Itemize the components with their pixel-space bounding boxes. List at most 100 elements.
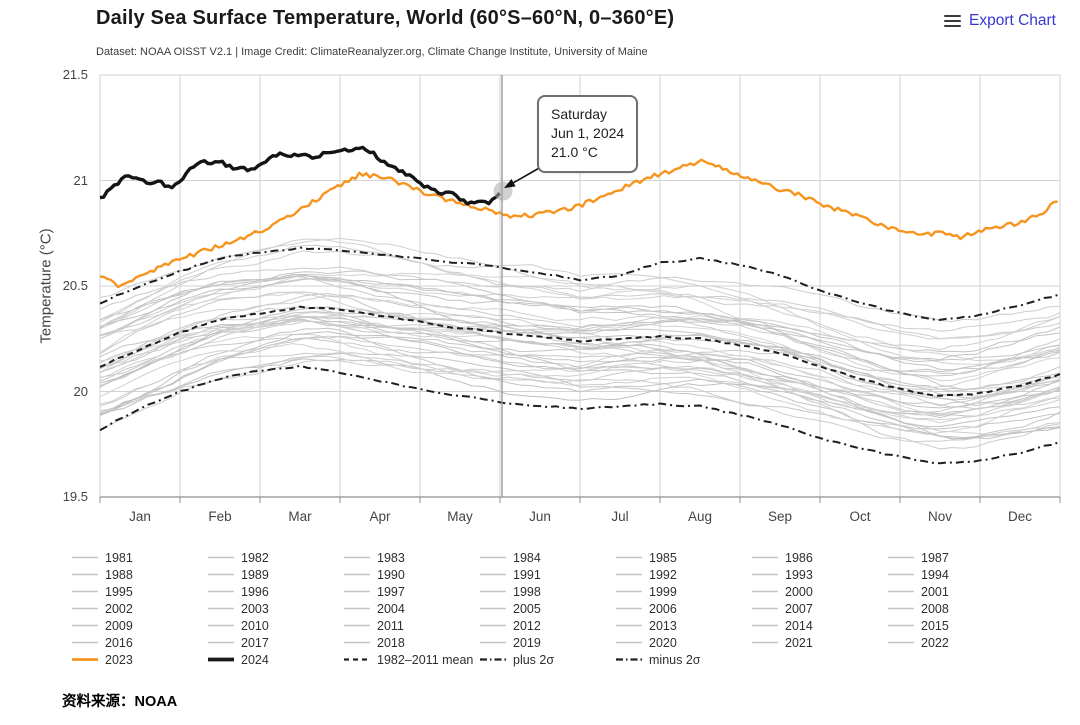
legend-item-1988[interactable]: 1988 bbox=[72, 568, 208, 582]
page-subtitle: Dataset: NOAA OISST V2.1 | Image Credit:… bbox=[96, 46, 648, 58]
legend-item-2004[interactable]: 2004 bbox=[344, 602, 480, 616]
legend-item-label: 2005 bbox=[513, 601, 541, 616]
plot-area[interactable] bbox=[0, 0, 1080, 545]
legend-swatch bbox=[208, 641, 234, 644]
year-line-1988 bbox=[99, 343, 1061, 424]
legend-swatch bbox=[480, 590, 506, 593]
legend-item-2019[interactable]: 2019 bbox=[480, 636, 616, 650]
y-tick-label-21.5: 21.5 bbox=[62, 67, 88, 82]
legend-swatch bbox=[72, 590, 98, 593]
legend-item-2020[interactable]: 2020 bbox=[616, 636, 752, 650]
legend-item-1987[interactable]: 1987 bbox=[888, 551, 1024, 565]
legend-item-1992[interactable]: 1992 bbox=[616, 568, 752, 582]
legend-item-1997[interactable]: 1997 bbox=[344, 585, 480, 599]
legend-item-plus-2σ[interactable]: plus 2σ bbox=[480, 653, 616, 667]
legend-item-2001[interactable]: 2001 bbox=[888, 585, 1024, 599]
legend-item-2000[interactable]: 2000 bbox=[752, 585, 888, 599]
legend-item-2008[interactable]: 2008 bbox=[888, 602, 1024, 616]
legend-swatch bbox=[480, 624, 506, 627]
legend-item-1989[interactable]: 1989 bbox=[208, 568, 344, 582]
legend-item-label: 1982 bbox=[241, 550, 269, 565]
legend-item-2013[interactable]: 2013 bbox=[616, 619, 752, 633]
legend-item-2009[interactable]: 2009 bbox=[72, 619, 208, 633]
legend-item-label: 1995 bbox=[105, 584, 133, 599]
legend-item-label: 2016 bbox=[105, 635, 133, 650]
legend-item-2015[interactable]: 2015 bbox=[888, 619, 1024, 633]
legend-item-1998[interactable]: 1998 bbox=[480, 585, 616, 599]
legend-swatch bbox=[888, 624, 914, 627]
legend-item-1981[interactable]: 1981 bbox=[72, 551, 208, 565]
legend-item-label: 2013 bbox=[649, 618, 677, 633]
year-line-1991 bbox=[99, 335, 1061, 410]
year-line-1982 bbox=[99, 359, 1061, 443]
x-tick-label-mar: Mar bbox=[288, 509, 312, 524]
legend-item-2018[interactable]: 2018 bbox=[344, 636, 480, 650]
legend-item-1999[interactable]: 1999 bbox=[616, 585, 752, 599]
legend-item-label: 2019 bbox=[513, 635, 541, 650]
legend-swatch bbox=[752, 624, 778, 627]
legend-item-2023[interactable]: 2023 bbox=[72, 653, 208, 667]
legend-item-1991[interactable]: 1991 bbox=[480, 568, 616, 582]
legend-item-label: 2014 bbox=[785, 618, 813, 633]
legend-item-label: 2004 bbox=[377, 601, 405, 616]
legend-item-2014[interactable]: 2014 bbox=[752, 619, 888, 633]
legend-item-2012[interactable]: 2012 bbox=[480, 619, 616, 633]
legend-swatch bbox=[344, 641, 370, 644]
legend-item-1986[interactable]: 1986 bbox=[752, 551, 888, 565]
legend-item-2006[interactable]: 2006 bbox=[616, 602, 752, 616]
legend-swatch bbox=[208, 657, 234, 662]
legend-item-1990[interactable]: 1990 bbox=[344, 568, 480, 582]
legend-item-2017[interactable]: 2017 bbox=[208, 636, 344, 650]
legend-item-2016[interactable]: 2016 bbox=[72, 636, 208, 650]
source-note: 资料来源：NOAA bbox=[62, 694, 178, 710]
legend-item-1985[interactable]: 1985 bbox=[616, 551, 752, 565]
export-chart-label: Export Chart bbox=[968, 12, 1056, 29]
legend-item-1995[interactable]: 1995 bbox=[72, 585, 208, 599]
x-tick-label-nov: Nov bbox=[927, 509, 952, 524]
legend-item-2002[interactable]: 2002 bbox=[72, 602, 208, 616]
year-line-1985 bbox=[99, 352, 1061, 450]
legend-item-1984[interactable]: 1984 bbox=[480, 551, 616, 565]
legend-item-2007[interactable]: 2007 bbox=[752, 602, 888, 616]
year-line-2005 bbox=[99, 314, 1061, 416]
x-tick-label-aug: Aug bbox=[687, 509, 713, 524]
legend-swatch bbox=[480, 573, 506, 576]
legend-swatch bbox=[752, 590, 778, 593]
legend-swatch bbox=[888, 556, 914, 559]
legend-item-label: 1999 bbox=[649, 584, 677, 599]
legend-item-label: 1987 bbox=[921, 550, 949, 565]
legend-item-1993[interactable]: 1993 bbox=[752, 568, 888, 582]
background-year-lines bbox=[99, 237, 1061, 450]
legend-item-2005[interactable]: 2005 bbox=[480, 602, 616, 616]
legend-item-label: 2007 bbox=[785, 601, 813, 616]
legend-item-1982–2011-mean[interactable]: 1982–2011 mean bbox=[344, 653, 480, 667]
x-tick-label-apr: Apr bbox=[369, 509, 391, 524]
legend-item-2011[interactable]: 2011 bbox=[344, 619, 480, 633]
tooltip-value: 21.0 °C bbox=[551, 144, 598, 160]
legend-item-2003[interactable]: 2003 bbox=[208, 602, 344, 616]
legend-item-1994[interactable]: 1994 bbox=[888, 568, 1024, 582]
legend-swatch bbox=[888, 590, 914, 593]
legend-item-label: 2024 bbox=[241, 652, 269, 667]
legend-swatch bbox=[72, 624, 98, 627]
legend-item-minus-2σ[interactable]: minus 2σ bbox=[616, 653, 752, 667]
legend-item-2022[interactable]: 2022 bbox=[888, 636, 1024, 650]
callout-arrowhead bbox=[504, 179, 516, 189]
year-line-2016 bbox=[99, 250, 1061, 351]
legend-item-2010[interactable]: 2010 bbox=[208, 619, 344, 633]
export-chart-button[interactable]: Export Chart bbox=[943, 10, 1056, 32]
y-tick-label-19.5: 19.5 bbox=[62, 489, 88, 504]
legend-item-1996[interactable]: 1996 bbox=[208, 585, 344, 599]
legend-item-label: 2000 bbox=[785, 584, 813, 599]
legend-item-2024[interactable]: 2024 bbox=[208, 653, 344, 667]
legend-item-label: 1998 bbox=[513, 584, 541, 599]
legend-item-label: 1989 bbox=[241, 567, 269, 582]
legend-item-1982[interactable]: 1982 bbox=[208, 551, 344, 565]
legend-item-label: 1982–2011 mean bbox=[377, 652, 474, 667]
legend-item-2021[interactable]: 2021 bbox=[752, 636, 888, 650]
year-line-2022 bbox=[99, 237, 1061, 332]
legend-item-1983[interactable]: 1983 bbox=[344, 551, 480, 565]
legend-item-label: 2021 bbox=[785, 635, 813, 650]
legend-item-label: 2012 bbox=[513, 618, 541, 633]
legend-item-label: 1986 bbox=[785, 550, 813, 565]
